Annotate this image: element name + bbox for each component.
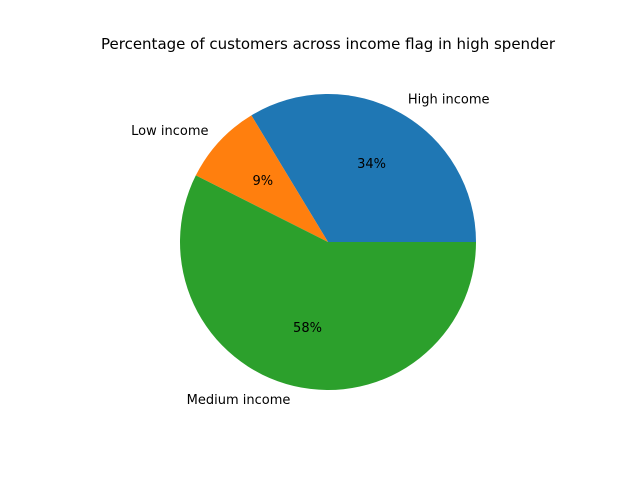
- pie-slices: [180, 94, 477, 391]
- chart-title: Percentage of customers across income fl…: [101, 35, 556, 53]
- pie-labels: High income 34% Low income 9% Medium income 5…: [131, 93, 489, 408]
- pie-slice-medium-income: [180, 175, 477, 391]
- slice-percent-high-income: 34%: [357, 157, 386, 172]
- slice-percent-medium-income: 58%: [293, 321, 322, 336]
- slice-percent-low-income: 9%: [252, 174, 273, 189]
- pie-slice-low-income: [195, 115, 328, 242]
- slice-label-medium-income: Medium income: [187, 393, 291, 408]
- pie-slice-high-income: [251, 94, 476, 242]
- slice-label-high-income: High income: [408, 93, 490, 108]
- slice-label-low-income: Low income: [131, 124, 208, 139]
